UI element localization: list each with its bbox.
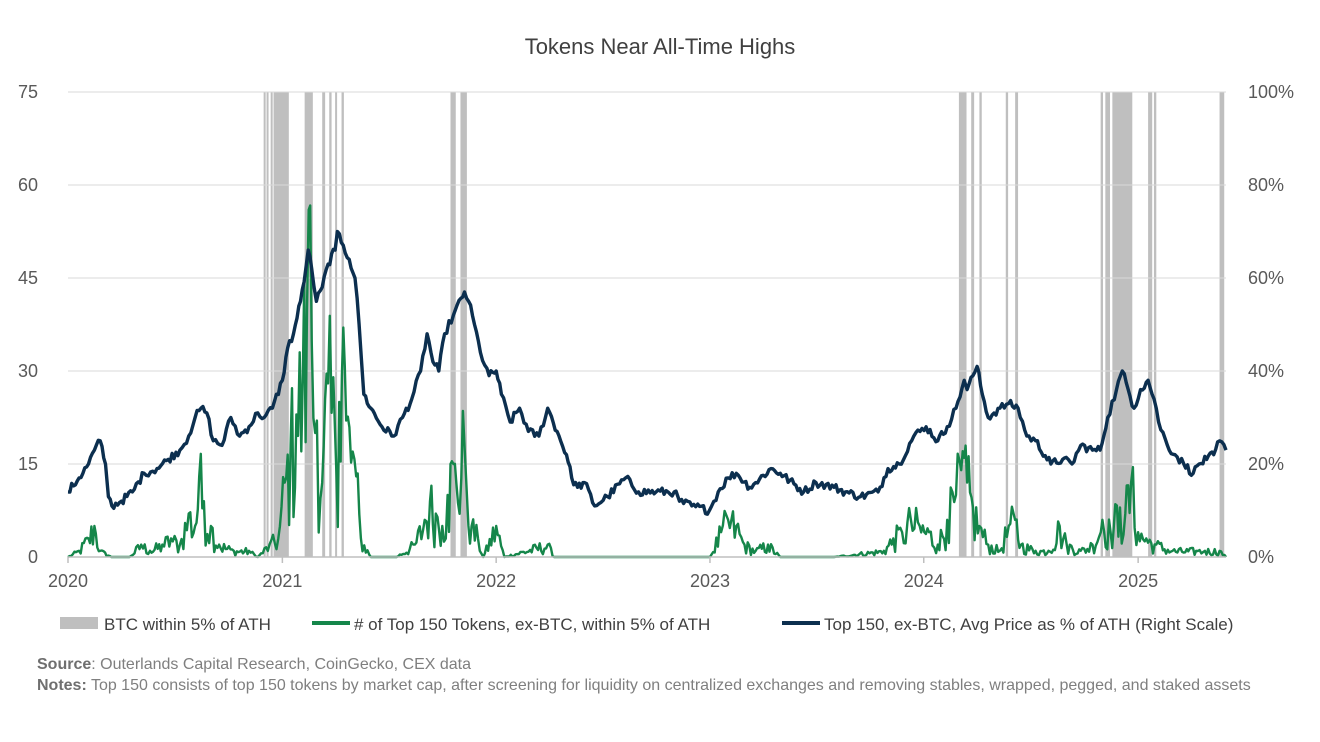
btc-ath-period-8 [341, 92, 344, 557]
notes-text: Top 150 consists of top 150 tokens by ma… [86, 677, 1251, 694]
notes-label: Notes: [37, 677, 87, 694]
btc-ath-period-13 [979, 92, 982, 557]
btc-ath-period-12 [971, 92, 975, 557]
y-left-tick-label: 45 [18, 268, 38, 288]
x-tick-label: 2020 [48, 571, 88, 591]
y-right-tick-label: 80% [1248, 175, 1284, 195]
y-left-tick-label: 0 [28, 547, 38, 567]
y-left-tick-label: 15 [18, 454, 38, 474]
btc-ath-period-2 [270, 92, 273, 557]
btc-ath-period-21 [1219, 92, 1225, 557]
chart-title: Tokens Near All-Time Highs [524, 34, 796, 59]
btc-ath-period-15 [1015, 92, 1019, 557]
btc-ath-period-0 [263, 92, 266, 557]
btc-ath-period-18 [1112, 92, 1133, 557]
y-right-tick-label: 60% [1248, 268, 1284, 288]
chart-footnotes: Source: Outerlands Capital Research, Coi… [37, 654, 1297, 696]
y-left-tick-label: 75 [18, 82, 38, 102]
token-count-line [67, 204, 1227, 559]
btc-ath-period-4 [304, 92, 313, 557]
source-line: Source: Outerlands Capital Research, Coi… [37, 654, 1297, 675]
legend-label-avg-price: Top 150, ex-BTC, Avg Price as % of ATH (… [824, 615, 1233, 634]
legend-label-token-count: # of Top 150 Tokens, ex-BTC, within 5% o… [354, 615, 710, 634]
source-text: : Outerlands Capital Research, CoinGecko… [91, 656, 471, 673]
gridlines [68, 91, 1226, 465]
y-right-tick-label: 0% [1248, 547, 1274, 567]
chart-svg: 0 0% 15 20% 30 40% 45 60% 60 80% 75 100% 2020 2021 202… [18, 82, 1294, 634]
y-right-tick-label: 40% [1248, 361, 1284, 381]
btc-ath-period-1 [266, 92, 269, 557]
avg-price-series [67, 229, 1228, 516]
btc-ath-period-5 [322, 92, 326, 557]
btc-ath-period-17 [1105, 92, 1111, 557]
btc-ath-period-14 [1005, 92, 1009, 557]
legend-swatch-btc [60, 617, 98, 629]
avg-price-line [67, 229, 1228, 516]
y-left-tick-label: 30 [18, 361, 38, 381]
axes: 0 0% 15 20% 30 40% 45 60% 60 80% 75 100% 2020 2021 202… [18, 82, 1294, 591]
token-count-series [67, 204, 1227, 559]
btc-ath-period-7 [335, 92, 338, 557]
x-tick-label: 2022 [476, 571, 516, 591]
x-tick-label: 2023 [690, 571, 730, 591]
btc-ath-period-16 [1100, 92, 1103, 557]
x-tick-label: 2021 [262, 571, 302, 591]
y-right-tick-label: 20% [1248, 454, 1284, 474]
y-left-tick-label: 60 [18, 175, 38, 195]
btc-ath-period-20 [1153, 92, 1157, 557]
btc-ath-shading [263, 92, 1225, 557]
btc-ath-period-9 [450, 92, 456, 557]
btc-ath-period-11 [958, 92, 967, 557]
btc-ath-period-3 [273, 92, 289, 557]
btc-ath-period-10 [460, 92, 467, 557]
x-tick-label: 2025 [1118, 571, 1158, 591]
source-label: Source [37, 656, 92, 673]
x-tick-label: 2024 [904, 571, 944, 591]
y-right-tick-label: 100% [1248, 82, 1294, 102]
notes-line: Notes: Top 150 consists of top 150 token… [37, 675, 1297, 696]
legend-label-btc: BTC within 5% of ATH [104, 615, 271, 634]
btc-ath-period-19 [1148, 92, 1153, 557]
legend: BTC within 5% of ATH # of Top 150 Tokens… [60, 615, 1233, 634]
